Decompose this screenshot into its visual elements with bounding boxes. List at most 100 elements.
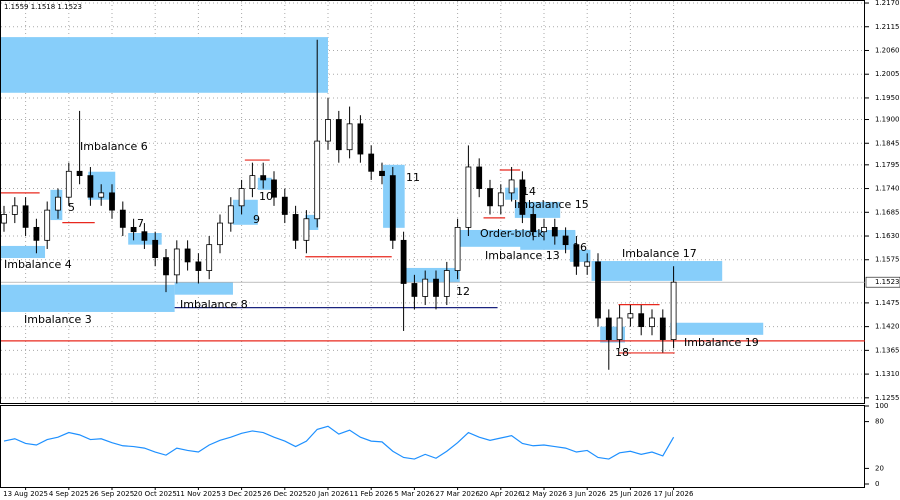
- zone-label: 7: [137, 217, 144, 230]
- candle-body: [595, 261, 601, 319]
- last-price-label: 1.1523: [875, 278, 900, 286]
- candle-body: [605, 317, 612, 340]
- y-tick-label: 1.1365: [875, 346, 900, 354]
- candle-body: [314, 140, 321, 220]
- last-price-box: [865, 276, 900, 288]
- osc-tick-label: 80: [875, 418, 884, 426]
- candle-body: [119, 209, 126, 228]
- x-tick-label: 11 Feb 2026: [349, 490, 393, 498]
- ohlc-header: 1.1559 1.1518 1.1523: [4, 3, 82, 11]
- zone: [1, 245, 46, 259]
- y-tick-label: 1.1950: [875, 94, 900, 102]
- y-tick-label: 1.1845: [875, 139, 900, 147]
- candle-body: [292, 214, 299, 241]
- candle-body: [22, 205, 29, 228]
- zone-label: 18: [615, 346, 629, 359]
- candle-body: [551, 226, 558, 237]
- candle-body: [541, 226, 547, 233]
- candle-body: [433, 278, 439, 297]
- oscillator-line: [3, 425, 675, 460]
- osc-tick-label: 0: [875, 480, 879, 488]
- candle-body: [65, 170, 72, 198]
- zone-label: Order-block: [480, 227, 544, 240]
- zone: [1, 284, 175, 312]
- zone: [1, 37, 328, 93]
- zone-label: 11: [406, 171, 420, 184]
- candle-body: [238, 188, 245, 207]
- candle-body: [206, 244, 213, 271]
- candle-body: [217, 222, 223, 246]
- zone-label: Imbalance 13: [485, 249, 560, 262]
- candle-body: [497, 192, 504, 207]
- candle-body: [562, 235, 569, 246]
- zone: [232, 199, 258, 225]
- y-tick-label: 1.1255: [875, 394, 900, 402]
- candle-body: [627, 313, 634, 319]
- zone-label: Imbalance 3: [24, 313, 92, 326]
- y-tick-label: 1.1310: [875, 370, 900, 378]
- zone-label: 10: [259, 190, 273, 203]
- y-tick-label: 1.2170: [875, 0, 900, 7]
- oscillator-panel: [0, 405, 865, 488]
- x-tick-label: 17 Jul 2026: [654, 490, 694, 498]
- zone-label: 5: [68, 201, 75, 214]
- zone-label: Imbalance 17: [622, 247, 697, 260]
- x-tick-label: 26 Sep 2025: [90, 490, 134, 498]
- y-tick-label: 1.1575: [875, 256, 900, 264]
- candle-body: [173, 248, 180, 276]
- y-tick-label: 1.2115: [875, 23, 900, 31]
- zone-label: 9: [253, 213, 260, 226]
- candle-body: [422, 278, 429, 297]
- candle-body: [141, 231, 148, 241]
- candle-body: [130, 226, 137, 233]
- candle-body: [638, 313, 645, 328]
- zone-label: Imbalance 19: [684, 336, 759, 349]
- zone-label: Imbalance 6: [80, 140, 148, 153]
- candle-body: [346, 123, 353, 151]
- candle-body: [519, 179, 526, 215]
- candle-body: [109, 192, 115, 211]
- y-tick-label: 1.1740: [875, 185, 900, 193]
- x-tick-label: 20 Jan 2026: [307, 490, 350, 498]
- zone-label: 16: [573, 241, 587, 254]
- x-tick-label: 11 Nov 2025: [176, 490, 221, 498]
- candle-body: [487, 188, 493, 207]
- candle-body: [659, 317, 666, 340]
- zone: [514, 201, 561, 218]
- x-tick-label: 5 Mar 2026: [394, 490, 434, 498]
- zone-label: Imbalance 15: [514, 198, 589, 211]
- candle-body: [1, 214, 7, 224]
- x-tick-label: 26 Dec 2025: [262, 490, 307, 498]
- candle-body: [260, 175, 267, 181]
- zone: [520, 231, 576, 250]
- x-tick-label: 27 Mar 2026: [435, 490, 480, 498]
- x-tick-label: 25 Jun 2026: [609, 490, 652, 498]
- zone-label: Imbalance 4: [4, 258, 72, 271]
- candle-body: [670, 281, 677, 340]
- candle-body: [152, 239, 159, 258]
- candle-body: [98, 192, 105, 198]
- candle-body: [400, 239, 407, 284]
- zone-label: 14: [522, 185, 536, 198]
- y-tick-label: 1.1795: [875, 161, 900, 169]
- x-tick-label: 20 Oct 2025: [134, 490, 177, 498]
- candle-body: [573, 244, 580, 267]
- candle-body: [281, 196, 288, 215]
- x-tick-label: 12 May 2026: [521, 490, 567, 498]
- candle-body: [357, 123, 364, 155]
- zone: [174, 282, 233, 295]
- zone: [257, 177, 272, 190]
- x-tick-label: 3 Dec 2025: [221, 490, 261, 498]
- y-tick-label: 1.2060: [875, 46, 900, 54]
- candle-body: [411, 283, 418, 297]
- candle-body: [649, 317, 655, 328]
- candle-body: [76, 170, 83, 177]
- candle-body: [368, 153, 375, 172]
- candle-body: [465, 166, 472, 228]
- candle-body: [454, 226, 461, 271]
- x-tick-label: 4 Sep 2025: [49, 490, 89, 498]
- candle-body: [271, 179, 277, 198]
- zone: [670, 322, 764, 335]
- candle-body: [11, 205, 18, 215]
